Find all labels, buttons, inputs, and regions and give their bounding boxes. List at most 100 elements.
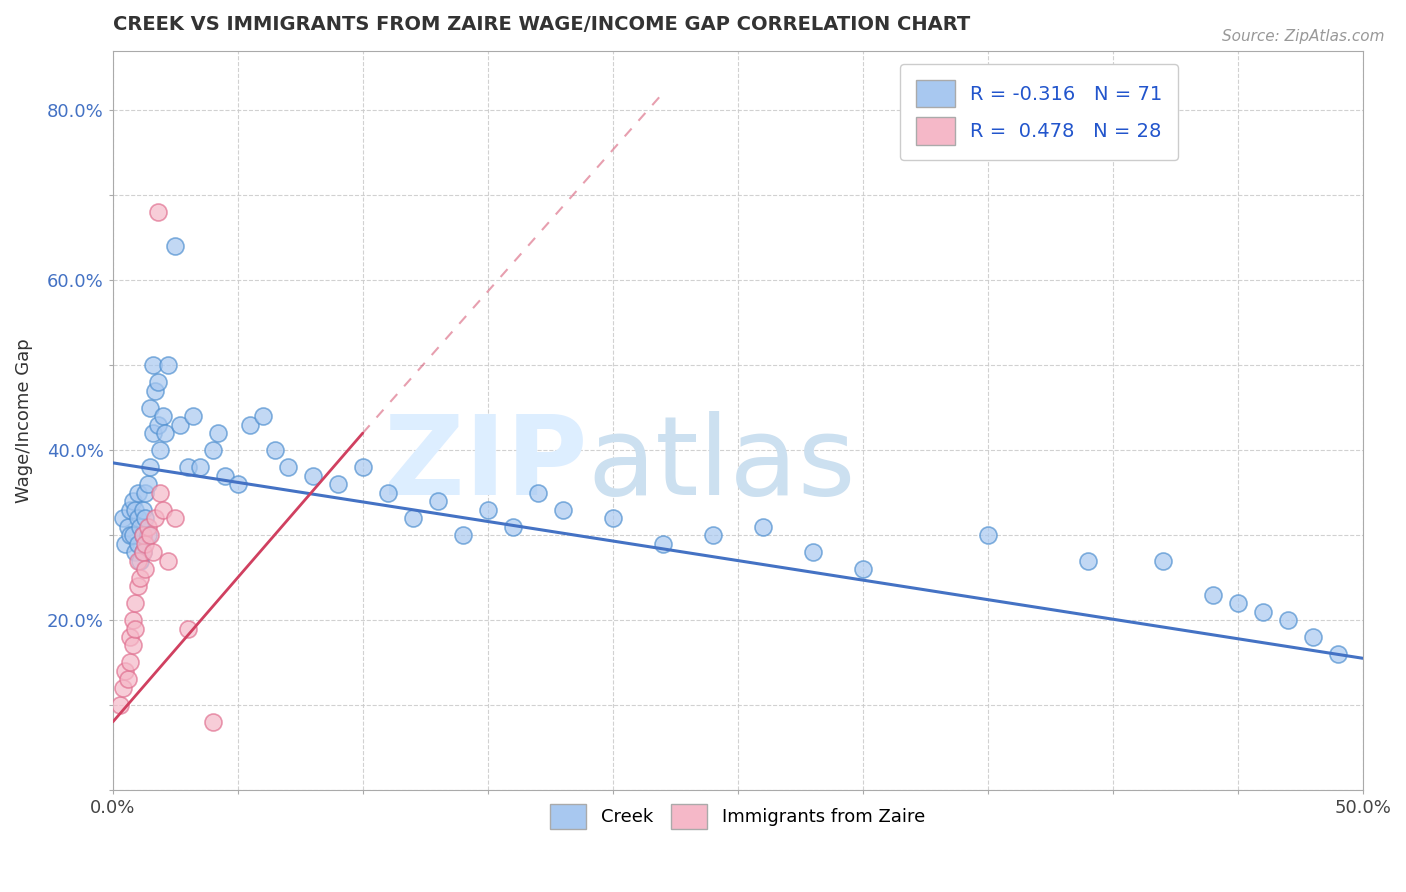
Point [114, 664, 136, 678]
Point [120, 630, 142, 644]
Point [127, 553, 149, 567]
Point [152, 409, 174, 424]
Point [121, 528, 143, 542]
Y-axis label: Wage/Income Gap: Wage/Income Gap [15, 338, 32, 503]
Point [127, 536, 149, 550]
Point [149, 485, 172, 500]
Point [127, 579, 149, 593]
Point [188, 460, 211, 475]
Point [117, 673, 139, 687]
Point [252, 409, 274, 424]
Point [602, 511, 624, 525]
Point [120, 502, 142, 516]
Point [426, 494, 449, 508]
Point [146, 417, 169, 432]
Point [169, 417, 191, 432]
Point [326, 477, 349, 491]
Point [143, 384, 166, 398]
Text: ZIP: ZIP [384, 411, 588, 518]
Point [132, 545, 155, 559]
Point [146, 205, 169, 219]
Point [502, 519, 524, 533]
Point [1152, 553, 1174, 567]
Text: CREEK VS IMMIGRANTS FROM ZAIRE WAGE/INCOME GAP CORRELATION CHART: CREEK VS IMMIGRANTS FROM ZAIRE WAGE/INCO… [112, 15, 970, 34]
Point [1326, 647, 1348, 661]
Point [117, 519, 139, 533]
Point [120, 528, 142, 542]
Point [136, 477, 159, 491]
Point [121, 639, 143, 653]
Point [121, 494, 143, 508]
Point [142, 545, 165, 559]
Point [976, 528, 998, 542]
Point [1251, 605, 1274, 619]
Point [207, 426, 229, 441]
Point [264, 443, 287, 458]
Point [124, 502, 146, 516]
Point [149, 443, 172, 458]
Point [136, 528, 159, 542]
Point [1226, 596, 1249, 610]
Point [129, 570, 152, 584]
Point [124, 622, 146, 636]
Point [1201, 588, 1223, 602]
Point [139, 401, 162, 415]
Point [651, 536, 673, 550]
Point [551, 502, 574, 516]
Point [201, 443, 224, 458]
Point [702, 528, 724, 542]
Legend: Creek, Immigrants from Zaire: Creek, Immigrants from Zaire [543, 797, 932, 837]
Point [152, 502, 174, 516]
Point [226, 477, 249, 491]
Point [301, 468, 323, 483]
Point [136, 519, 159, 533]
Point [121, 613, 143, 627]
Point [139, 460, 162, 475]
Point [156, 358, 179, 372]
Point [132, 528, 155, 542]
Point [526, 485, 548, 500]
Point [277, 460, 299, 475]
Point [751, 519, 773, 533]
Point [165, 239, 187, 253]
Point [801, 545, 824, 559]
Point [127, 485, 149, 500]
Text: atlas: atlas [588, 411, 856, 518]
Point [1302, 630, 1324, 644]
Point [142, 426, 165, 441]
Point [155, 426, 177, 441]
Point [142, 358, 165, 372]
Point [143, 511, 166, 525]
Point [129, 519, 152, 533]
Point [1077, 553, 1099, 567]
Point [177, 460, 200, 475]
Point [177, 622, 200, 636]
Point [120, 656, 142, 670]
Point [352, 460, 374, 475]
Point [132, 502, 155, 516]
Point [111, 511, 134, 525]
Point [377, 485, 399, 500]
Point [124, 596, 146, 610]
Point [134, 485, 156, 500]
Point [134, 536, 156, 550]
Text: Source: ZipAtlas.com: Source: ZipAtlas.com [1222, 29, 1385, 44]
Point [477, 502, 499, 516]
Point [132, 528, 155, 542]
Point [111, 681, 134, 695]
Point [852, 562, 875, 576]
Point [451, 528, 474, 542]
Point [402, 511, 425, 525]
Point [132, 545, 155, 559]
Point [134, 511, 156, 525]
Point [110, 698, 132, 712]
Point [114, 536, 136, 550]
Point [1277, 613, 1299, 627]
Point [129, 553, 152, 567]
Point [134, 562, 156, 576]
Point [201, 714, 224, 729]
Point [156, 553, 179, 567]
Point [214, 468, 236, 483]
Point [124, 545, 146, 559]
Point [139, 528, 162, 542]
